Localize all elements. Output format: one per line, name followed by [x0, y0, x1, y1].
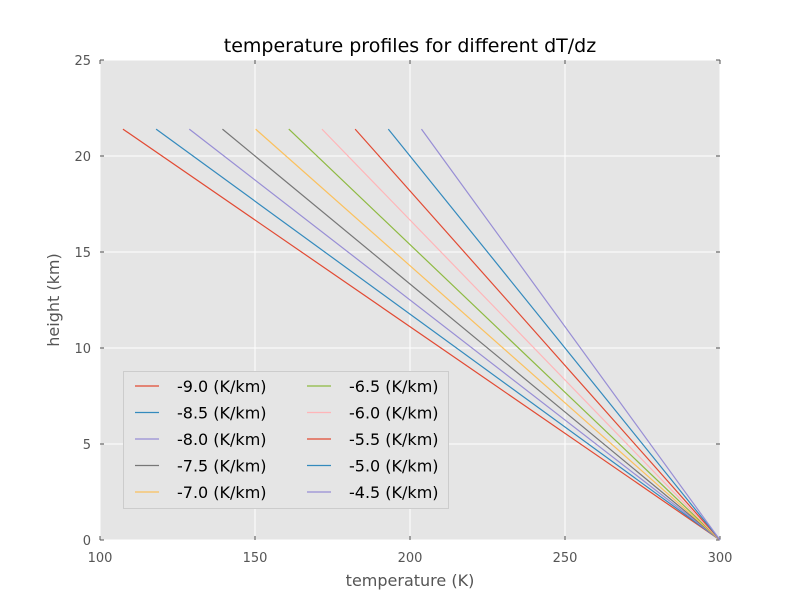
y-axis-label: height (km): [44, 253, 63, 346]
axis-ticks: 100 150 200 250 300 0 5 10 15 20 25: [74, 54, 732, 566]
x-tick-label: 150: [243, 551, 268, 566]
y-tick-label: 20: [74, 150, 91, 165]
series-line: [155, 128, 721, 541]
series-line: [255, 128, 721, 541]
legend-label: -7.0 (K/km): [177, 483, 267, 502]
legend-label: -7.5 (K/km): [177, 457, 267, 476]
x-tick-label: 250: [553, 551, 578, 566]
series-line: [122, 128, 721, 541]
legend-label: -9.0 (K/km): [177, 377, 267, 396]
legend-label: -5.0 (K/km): [349, 457, 439, 476]
legend-label: -5.5 (K/km): [349, 430, 439, 449]
series-lines: [122, 128, 721, 541]
legend-label: -6.0 (K/km): [349, 404, 439, 423]
x-tick-label: 300: [708, 551, 733, 566]
series-line: [420, 128, 721, 541]
series-line: [387, 128, 721, 541]
series-line: [354, 128, 721, 541]
y-tick-label: 0: [83, 534, 91, 549]
chart-title: temperature profiles for different dT/dz: [224, 35, 596, 57]
legend: -9.0 (K/km) -8.5 (K/km) -8.0 (K/km) -7.5 (K…: [123, 371, 449, 509]
legend-label: -4.5 (K/km): [349, 483, 439, 502]
legend-label: -8.0 (K/km): [177, 430, 267, 449]
y-tick-label: 10: [74, 342, 91, 357]
series-line: [222, 128, 721, 541]
legend-label: -8.5 (K/km): [177, 404, 267, 423]
series-line: [321, 128, 721, 541]
x-tick-label: 200: [398, 551, 423, 566]
series-line: [288, 128, 721, 541]
x-axis-label: temperature (K): [346, 571, 475, 590]
x-tick-label: 100: [88, 551, 113, 566]
series-line: [188, 128, 721, 541]
legend-box: [123, 371, 449, 509]
y-tick-label: 5: [83, 438, 91, 453]
y-tick-label: 25: [74, 54, 91, 69]
legend-label: -6.5 (K/km): [349, 377, 439, 396]
y-tick-label: 15: [74, 246, 91, 261]
